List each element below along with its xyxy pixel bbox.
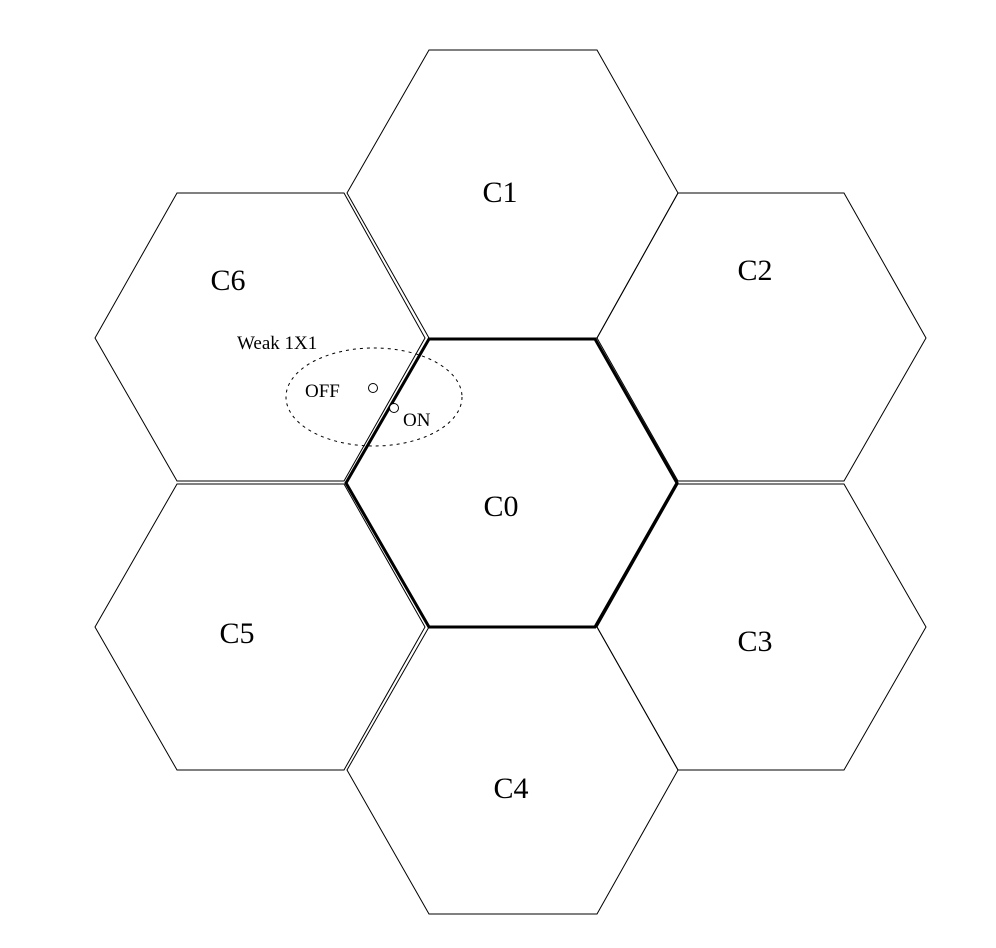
weak-overlap-region: Weak 1X1 OFF ON (237, 333, 463, 447)
weak-zone-ellipse (285, 347, 463, 447)
off-position-marker (368, 383, 378, 393)
cell-c4-hexagon (346, 626, 679, 915)
on-position-marker (389, 403, 399, 413)
off-label: OFF (305, 381, 340, 402)
cell-c2-label: C2 (737, 254, 772, 287)
cell-c1-label: C1 (482, 176, 517, 209)
cell-c2-hexagon (596, 192, 927, 482)
cell-c5-label: C5 (219, 617, 254, 650)
cell-c3-label: C3 (737, 625, 772, 658)
cell-c5-hexagon (94, 483, 426, 771)
cell-c6-hexagon (94, 192, 426, 482)
weak-zone-label: Weak 1X1 (237, 333, 317, 354)
cell-c0-label: C0 (483, 490, 518, 523)
cell-c0-hexagon (344, 337, 679, 629)
on-label: ON (403, 410, 431, 431)
cell-c6-label: C6 (210, 264, 245, 297)
cell-c4-label: C4 (493, 772, 528, 805)
